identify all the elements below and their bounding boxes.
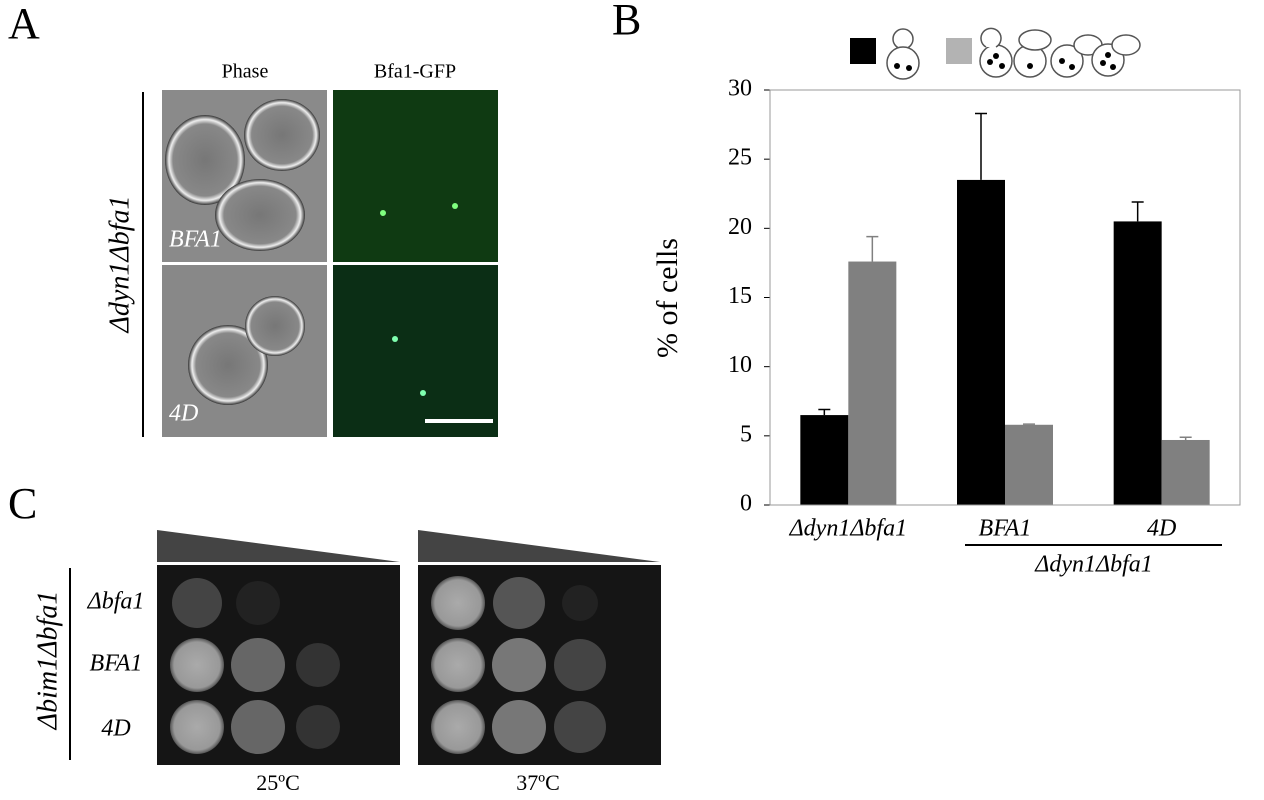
y-tick-label: 0 — [740, 491, 752, 517]
y-tick-label: 25 — [728, 145, 752, 171]
legend-icons — [886, 27, 1141, 80]
bar — [1161, 439, 1210, 505]
y-tick-label: 20 — [728, 214, 752, 240]
micrographs — [162, 90, 498, 437]
bar — [848, 261, 897, 505]
plot-frame — [769, 89, 1241, 506]
bar — [1113, 221, 1162, 505]
plates — [157, 530, 661, 765]
bar — [1005, 424, 1053, 505]
y-tick-label: 5 — [740, 421, 752, 447]
group-label: Δdyn1Δbfa1 — [1034, 552, 1153, 578]
y-tick-label: 10 — [728, 352, 752, 378]
error-bar — [818, 408, 831, 416]
strain-label: Δbim1Δbfa1 — [32, 591, 63, 731]
y-tick-label: 15 — [728, 283, 752, 309]
legend-swatch — [850, 38, 876, 64]
panel-label: B — [612, 0, 641, 44]
column-label: Bfa1-GFP — [374, 61, 456, 83]
column-label: Phase — [222, 61, 269, 83]
temperature-label: 25ºC — [256, 770, 300, 795]
panel-label: A — [8, 0, 40, 48]
y-tick-label: 30 — [728, 76, 752, 102]
row-label: Δbfa1 — [87, 589, 145, 615]
bar — [800, 415, 849, 505]
row-label: BFA1 — [169, 227, 222, 253]
bar-chart: 0 5 10 15 20 25 30 Δdyn1Δbfa1 BFA1 4D — [728, 76, 1210, 542]
strain-label: Δdyn1Δbfa1 — [104, 195, 135, 333]
y-axis-label: % of cells — [651, 238, 684, 358]
x-tick-label: BFA1 — [979, 516, 1032, 542]
bar — [957, 179, 1005, 505]
error-bar — [866, 235, 879, 262]
error-bar — [1131, 201, 1144, 222]
error-bar — [1179, 436, 1192, 440]
row-label: 4D — [101, 716, 130, 742]
temperature-label: 37ºC — [516, 770, 560, 795]
row-label: 4D — [169, 401, 198, 427]
error-bar — [1023, 423, 1035, 425]
panel-label: C — [8, 479, 37, 528]
legend-swatch — [946, 38, 972, 64]
x-tick-label: 4D — [1147, 516, 1176, 542]
x-tick-label: Δdyn1Δbfa1 — [789, 516, 908, 542]
error-bar — [975, 112, 987, 180]
row-label: BFA1 — [90, 651, 143, 677]
